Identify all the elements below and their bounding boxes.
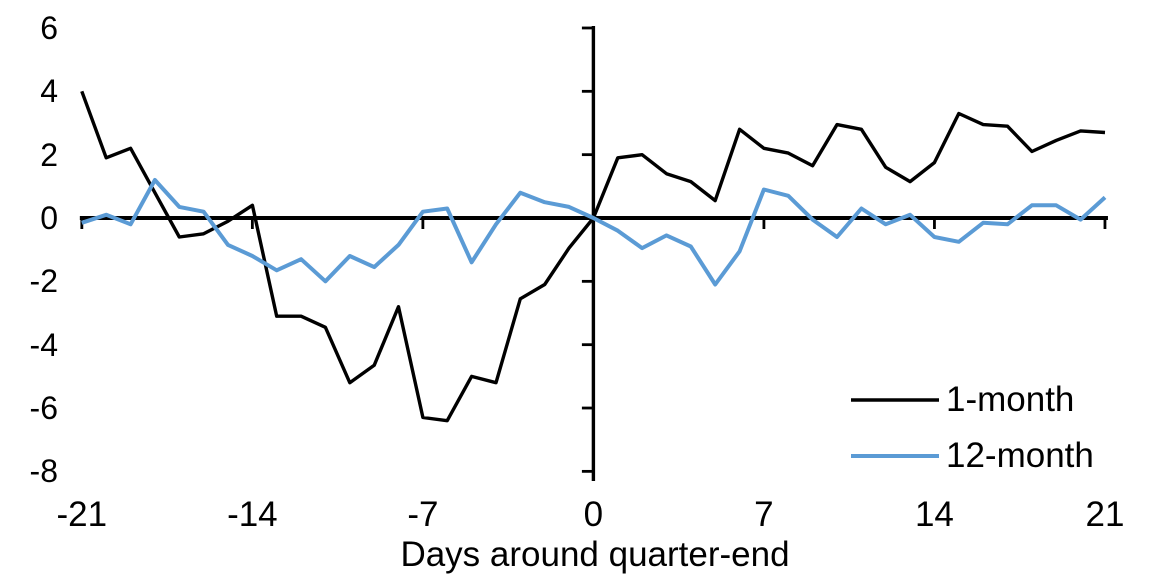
x-tick-label: 7	[754, 495, 774, 534]
y-tick-label: -6	[29, 390, 58, 427]
series-line-12-month	[81, 178, 1107, 287]
x-tick-label: -7	[407, 495, 439, 534]
x-tick-label: -14	[227, 495, 278, 534]
y-tick-label: -4	[29, 326, 58, 363]
y-tick-label: 6	[40, 9, 58, 46]
legend-label-1-month: 1-month	[946, 380, 1075, 419]
y-tick-label: 4	[40, 73, 58, 110]
x-axis-title: Days around quarter-end	[400, 535, 790, 574]
x-tick-label: -21	[56, 495, 108, 534]
x-tick-label: 21	[1085, 495, 1125, 534]
x-tick-label: 0	[583, 495, 604, 534]
y-tick-label: 0	[40, 200, 58, 236]
legend-label-12-month: 12-month	[946, 436, 1094, 475]
x-tick-label: 14	[914, 495, 954, 534]
y-tick-label: 2	[40, 136, 58, 173]
y-tick-label: -8	[29, 453, 58, 490]
y-tick-label: -2	[29, 263, 58, 300]
